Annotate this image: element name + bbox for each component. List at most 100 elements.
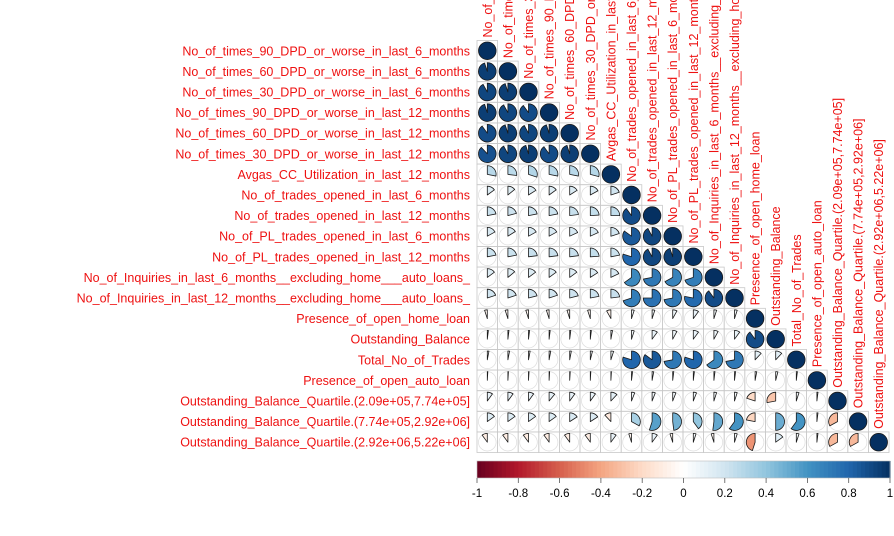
grid-layer — [476, 40, 890, 453]
colorbar-segment — [757, 461, 763, 478]
colorbar-segment — [745, 461, 751, 478]
correlation-pie — [581, 144, 600, 164]
correlation-pie — [560, 329, 579, 349]
correlation-pie — [581, 412, 600, 431]
correlation-pie — [848, 433, 868, 452]
column-label: No_of_times_60_DPD_or_worse_in_last_6_mo… — [501, 0, 515, 58]
colorbar-segment — [786, 461, 792, 478]
correlation-pie — [478, 329, 497, 349]
colorbar-tick-label: 0.8 — [841, 488, 857, 500]
colorbar-segment — [592, 461, 598, 478]
correlation-pie — [807, 432, 827, 452]
correlation-pie — [560, 433, 579, 452]
correlation-pie — [498, 144, 518, 163]
row-label: No_of_times_30_DPD_or_worse_in_last_6_mo… — [182, 86, 470, 100]
correlation-pie — [601, 330, 621, 349]
correlation-pie — [539, 288, 559, 308]
row-label: Outstanding_Balance_Quartile.(2.09e+05,7… — [180, 395, 470, 409]
correlation-pie — [519, 433, 538, 452]
colorbar-segment — [563, 461, 569, 478]
correlation-pie — [663, 226, 682, 246]
correlation-pie — [725, 391, 744, 411]
colorbar-segment — [613, 461, 619, 478]
colorbar-segment — [481, 461, 486, 478]
row-label: No_of_trades_opened_in_last_12_months — [234, 209, 470, 223]
correlation-pie — [478, 124, 497, 143]
correlation-pie — [622, 268, 641, 287]
row-label: Presence_of_open_auto_loan — [303, 374, 470, 388]
colorbar-segment — [695, 461, 701, 478]
correlation-pie — [663, 268, 682, 287]
correlation-pie — [787, 350, 806, 370]
correlation-pie — [498, 371, 518, 390]
correlation-pie — [498, 82, 518, 102]
correlation-pie — [519, 165, 538, 184]
correlation-pie — [519, 309, 538, 328]
correlation-pie — [704, 391, 724, 411]
colorbar-tick-label: -0.8 — [508, 488, 528, 500]
row-label: No_of_trades_opened_in_last_6_months — [241, 189, 470, 203]
row-label: Presence_of_open_home_loan — [296, 312, 470, 326]
correlation-pie — [498, 247, 518, 266]
colorbar-segment — [534, 461, 540, 478]
colorbar-segment — [782, 461, 788, 478]
correlation-pie — [601, 165, 621, 184]
colorbar-segment — [778, 461, 784, 478]
colorbar-tick-label: 0 — [680, 488, 686, 500]
correlation-pie — [478, 247, 497, 266]
correlation-pie — [560, 227, 579, 246]
row-label: Outstanding_Balance_Quartile.(2.92e+06,5… — [180, 436, 470, 450]
column-label: Outstanding_Balance — [769, 206, 783, 326]
colorbar-segment — [828, 461, 833, 478]
colorbar-segment — [708, 461, 714, 478]
colorbar-segment — [749, 461, 755, 478]
correlation-pie — [787, 371, 806, 390]
correlation-pie — [725, 412, 744, 431]
colorbar-segment — [629, 461, 635, 478]
colorbar-segment — [658, 461, 664, 478]
colorbar-segment — [766, 461, 771, 478]
colorbar-segment — [547, 461, 552, 478]
correlation-pie — [478, 103, 497, 122]
correlation-pie — [622, 330, 641, 349]
colorbar-segment — [679, 461, 685, 478]
colorbar-segment — [489, 461, 495, 478]
correlation-pie — [622, 247, 641, 266]
correlation-pie — [581, 165, 600, 184]
correlation-pie — [519, 247, 538, 266]
correlation-pie — [642, 371, 662, 390]
correlation-pie — [519, 185, 538, 205]
column-label: Presence_of_open_home_loan — [749, 132, 763, 306]
correlation-pie — [828, 433, 847, 452]
column-label: No_of_times_60_DPD_or_worse_in_last_12_m… — [563, 0, 577, 120]
correlation-pie — [519, 329, 538, 349]
column-label: No_of_Inquiries_in_last_12_months__exclu… — [728, 0, 742, 285]
correlation-pie — [498, 103, 518, 122]
correlation-pie — [622, 206, 641, 225]
colorbar-tick-label: 0.2 — [717, 488, 733, 500]
row-label: No_of_PL_trades_opened_in_last_6_months — [219, 230, 470, 244]
correlation-pie — [498, 62, 518, 81]
correlation-pie — [478, 288, 497, 308]
correlation-pie — [581, 206, 600, 225]
column-label: Avgas_CC_Utilization_in_last_12_months — [604, 0, 618, 161]
row-label: Outstanding_Balance — [350, 333, 470, 347]
correlation-pie — [581, 371, 600, 390]
colorbar-segment — [716, 461, 722, 478]
correlation-pie — [601, 288, 621, 308]
row-label: Avgas_CC_Utilization_in_last_12_months — [237, 168, 470, 182]
correlation-pie — [704, 412, 724, 431]
colorbar-tick-label: -0.4 — [591, 488, 611, 500]
correlation-pie — [519, 268, 538, 287]
colorbar-segment — [811, 461, 817, 478]
correlation-pie — [704, 371, 724, 390]
colorbar: -1 -0.8 -0.6 -0.4 -0.2 0 0.2 0.4 0.6 0.8 1 — [472, 460, 893, 500]
correlation-pie — [539, 309, 559, 328]
colorbar-segment — [852, 461, 858, 478]
correlation-pie — [684, 247, 703, 266]
colorbar-segment — [823, 461, 829, 478]
correlation-pie — [828, 391, 847, 411]
correlation-pie — [684, 268, 703, 287]
correlation-pie — [601, 185, 621, 205]
colorbar-segment — [543, 461, 548, 478]
